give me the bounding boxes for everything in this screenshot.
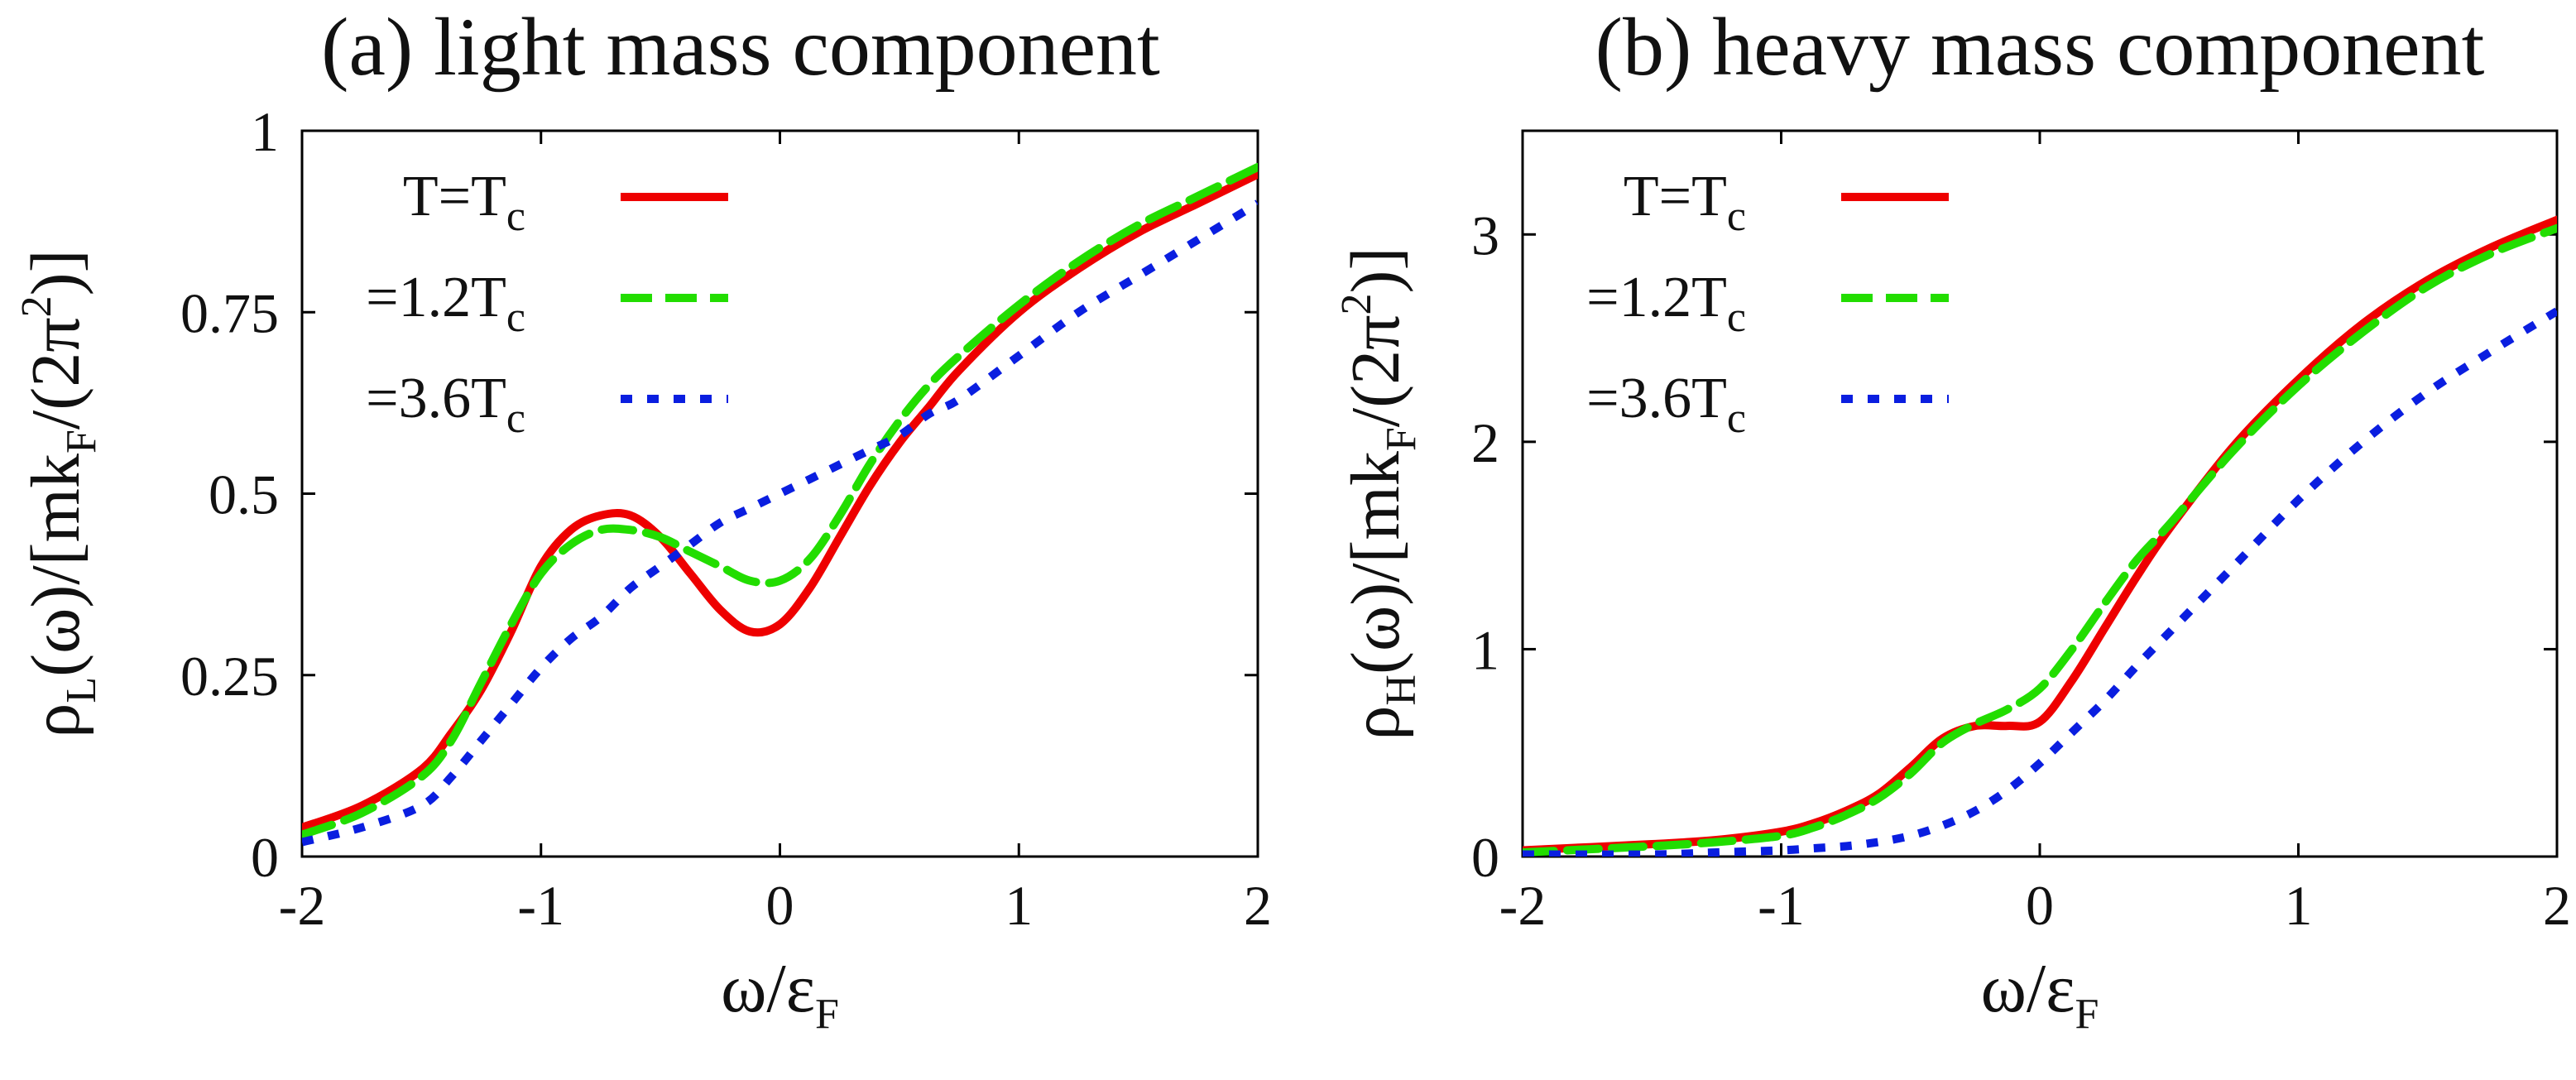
y-label-rho: ρ bbox=[17, 703, 94, 738]
y-tick-label: 0.25 bbox=[180, 645, 279, 708]
legend-label-sub: c bbox=[1727, 193, 1746, 240]
x-tick-label: 1 bbox=[2285, 874, 2313, 937]
legend-label-sub: c bbox=[1727, 395, 1746, 442]
y-tick-label: 0 bbox=[251, 826, 279, 889]
x-tick-label: 0 bbox=[766, 874, 794, 937]
legend-label-2: =1.2Tc bbox=[366, 266, 525, 341]
y-label-sup: 2 bbox=[13, 295, 60, 317]
y-label-tail: /(2π bbox=[17, 317, 94, 430]
y-label-sup: 2 bbox=[1333, 293, 1380, 314]
y-label-mid: (ω)/[mk bbox=[17, 454, 94, 677]
y-label-end: )] bbox=[17, 249, 94, 295]
x-axis-label-sub: F bbox=[815, 991, 839, 1038]
x-tick-label: -2 bbox=[1499, 874, 1547, 937]
x-tick-label: -1 bbox=[517, 874, 564, 937]
x-tick-label: -1 bbox=[1758, 874, 1805, 937]
y-axis-label: ρL(ω)/[mkF/(2π2)] bbox=[13, 249, 105, 737]
y-tick-label: 1 bbox=[251, 100, 279, 163]
legend-label-main: T=T bbox=[403, 165, 506, 228]
x-tick-label: 1 bbox=[1005, 874, 1033, 937]
y-label-rho-sub: H bbox=[1378, 674, 1425, 706]
legend-label-1: T=Tc bbox=[1624, 165, 1746, 240]
x-axis-label: ω/εF bbox=[1981, 950, 2099, 1038]
legend-label-3: =3.6Tc bbox=[366, 367, 525, 442]
series-line-2 bbox=[1523, 223, 2557, 857]
y-tick-label: 0.5 bbox=[209, 463, 279, 526]
y-axis-label: ρH(ω)/[mkF/(2π2)] bbox=[1333, 247, 1425, 741]
x-tick-label: -2 bbox=[279, 874, 326, 937]
legend-label-main: =1.2T bbox=[366, 266, 506, 329]
chart-panel-1: (a) light mass component -2 -1 0 1 2 0 0.25 0.5 0… bbox=[13, 1, 1272, 1038]
chart-title: (a) light mass component bbox=[321, 1, 1160, 93]
x-tick-label: 0 bbox=[2026, 874, 2054, 937]
legend-label-3: =3.6Tc bbox=[1586, 367, 1746, 442]
y-tick-label: 1 bbox=[1471, 618, 1499, 681]
plot-frame bbox=[1521, 129, 2559, 858]
series-line-3 bbox=[1523, 307, 2557, 857]
chart-title: (b) heavy mass component bbox=[1595, 1, 2485, 93]
series-line-1 bbox=[1523, 215, 2557, 855]
x-axis-label-main: ω/ε bbox=[721, 950, 815, 1027]
x-axis-label-sub: F bbox=[2075, 991, 2099, 1038]
legend-label-2: =1.2Tc bbox=[1586, 266, 1746, 341]
legend-label-1: T=Tc bbox=[403, 165, 525, 240]
x-tick-label: 2 bbox=[1244, 874, 1272, 937]
y-label-k-sub: F bbox=[58, 430, 105, 454]
legend-label-main: =1.2T bbox=[1586, 266, 1727, 329]
y-tick-label: 3 bbox=[1471, 204, 1499, 266]
x-axis-label-main: ω/ε bbox=[1981, 950, 2075, 1027]
y-label-mid: (ω)/[mk bbox=[1337, 451, 1414, 674]
series-line-2 bbox=[302, 162, 1258, 839]
legend-label-sub: c bbox=[506, 395, 525, 442]
legend-label-sub: c bbox=[506, 294, 525, 341]
y-label-k-sub: F bbox=[1378, 427, 1425, 451]
legend-label-main: =3.6T bbox=[1586, 367, 1727, 430]
legend-label-main: =3.6T bbox=[366, 367, 506, 430]
y-label-rho-sub: L bbox=[58, 677, 105, 703]
x-axis-label: ω/εF bbox=[721, 950, 839, 1038]
chart-panel-2: (b) heavy mass component-2 -1 0 1 20123ω/εFρ… bbox=[1333, 1, 2571, 1038]
y-label-end: )] bbox=[1337, 247, 1414, 294]
y-tick-label: 0.75 bbox=[180, 281, 279, 344]
x-tick-label: 2 bbox=[2543, 874, 2571, 937]
y-label-rho: ρ bbox=[1337, 706, 1414, 741]
legend-label-sub: c bbox=[1727, 294, 1746, 341]
series-line-3 bbox=[302, 199, 1258, 847]
legend-label-main: T=T bbox=[1624, 165, 1727, 228]
y-label-tail: /(2π bbox=[1337, 314, 1414, 427]
y-tick-label: 2 bbox=[1471, 411, 1499, 474]
legend-label-sub: c bbox=[506, 193, 525, 240]
y-tick-label: 0 bbox=[1471, 826, 1499, 889]
